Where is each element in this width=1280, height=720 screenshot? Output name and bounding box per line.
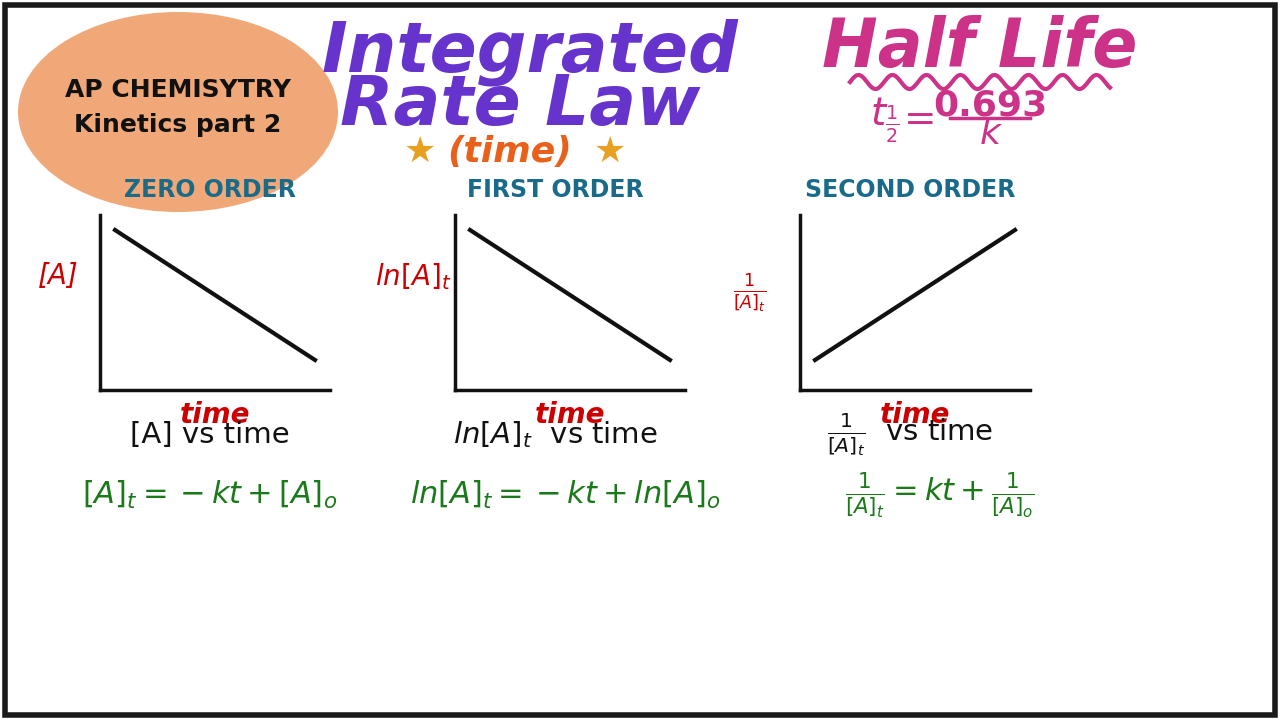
Text: (time): (time) <box>448 135 572 169</box>
Text: $\frac{1}{[A]_t}$  vs time: $\frac{1}{[A]_t}$ vs time <box>827 412 993 459</box>
Text: ZERO ORDER: ZERO ORDER <box>124 178 296 202</box>
Text: Integrated: Integrated <box>321 18 739 86</box>
Text: $[A]_t = -kt + [A]_o$: $[A]_t = -kt + [A]_o$ <box>82 479 338 511</box>
Text: =: = <box>904 101 936 139</box>
Text: Rate Law: Rate Law <box>339 71 700 138</box>
Text: $ln[A]_t$  vs time: $ln[A]_t$ vs time <box>453 420 658 451</box>
Text: AP CHEMISYTRY: AP CHEMISYTRY <box>65 78 291 102</box>
Text: $\frac{1}{[A]_t}$: $\frac{1}{[A]_t}$ <box>733 273 767 315</box>
Text: time: time <box>535 401 605 429</box>
Text: $\frac{1}{[A]_t} = kt + \frac{1}{[A]_o}$: $\frac{1}{[A]_t} = kt + \frac{1}{[A]_o}$ <box>845 470 1034 520</box>
FancyBboxPatch shape <box>5 5 1275 715</box>
Text: Half Life: Half Life <box>822 15 1138 81</box>
Text: time: time <box>179 401 251 429</box>
Text: $t_{\frac{1}{2}}$: $t_{\frac{1}{2}}$ <box>870 95 900 145</box>
Text: ★: ★ <box>403 135 436 169</box>
Text: 0.693: 0.693 <box>933 88 1047 122</box>
Ellipse shape <box>18 12 338 212</box>
Text: Kinetics part 2: Kinetics part 2 <box>74 113 282 137</box>
Text: $ln[A]_t = -kt + ln[A]_o$: $ln[A]_t = -kt + ln[A]_o$ <box>410 479 721 511</box>
Text: [A] vs time: [A] vs time <box>131 421 289 449</box>
Text: FIRST ORDER: FIRST ORDER <box>467 178 644 202</box>
Text: $ln[A]_t$: $ln[A]_t$ <box>375 261 452 292</box>
Text: [A]: [A] <box>37 262 78 290</box>
Text: ★: ★ <box>594 135 626 169</box>
Text: SECOND ORDER: SECOND ORDER <box>805 178 1015 202</box>
Text: k: k <box>979 117 1001 151</box>
Text: time: time <box>879 401 950 429</box>
